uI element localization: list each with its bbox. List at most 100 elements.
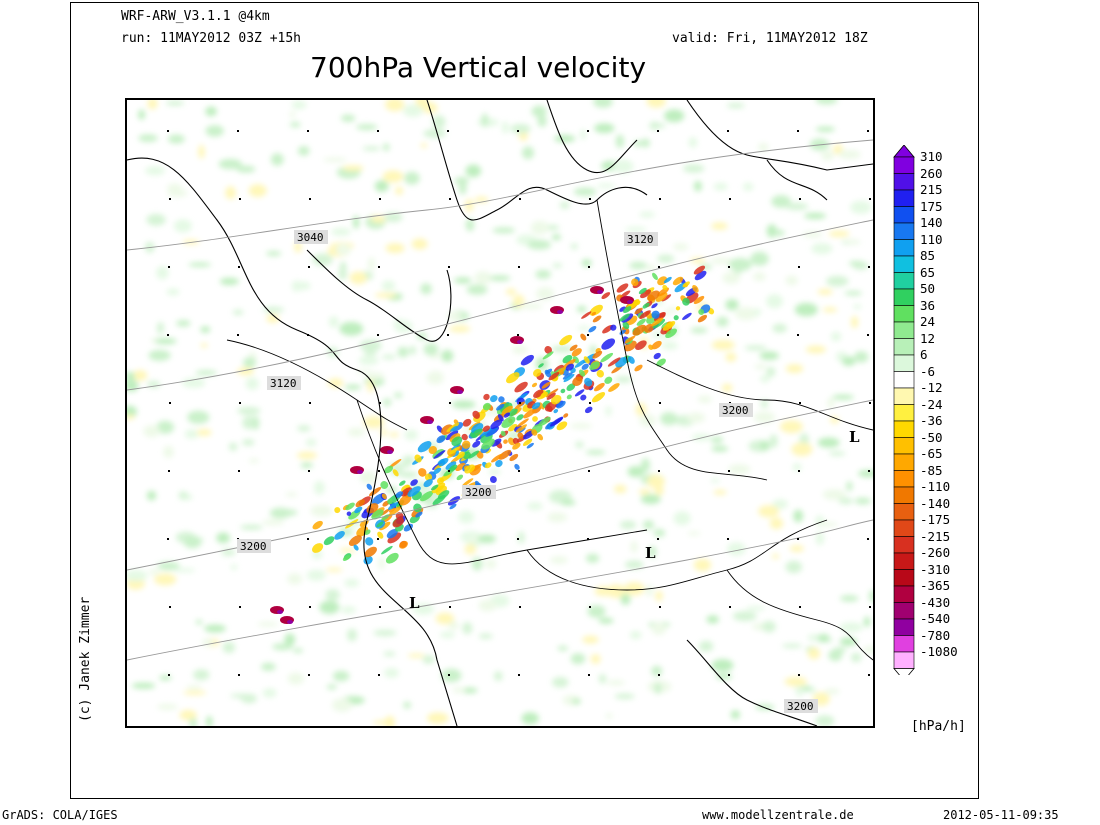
field-blob <box>840 595 859 602</box>
contour-label: 3200 <box>240 540 267 553</box>
field-blob <box>323 157 347 162</box>
band-cell <box>565 363 575 371</box>
band-cell <box>489 476 497 483</box>
field-blob <box>167 183 182 193</box>
band-cell <box>693 295 705 305</box>
band-cell <box>379 521 391 531</box>
colorbar-box <box>893 437 915 455</box>
field-blob <box>827 397 835 409</box>
band-cell <box>387 501 399 510</box>
band-cell <box>663 276 672 284</box>
field-blob <box>624 582 645 596</box>
field-blob <box>368 372 385 381</box>
field-blob <box>435 612 455 625</box>
strong-cell-core <box>627 300 633 304</box>
band-cell <box>556 366 567 374</box>
band-cell <box>556 421 568 431</box>
field-blob <box>452 687 466 693</box>
band-cell <box>364 546 377 558</box>
field-blob <box>374 180 389 192</box>
band-cell <box>682 312 692 320</box>
band-cell <box>619 329 626 335</box>
colorbar-level-label: -780 <box>920 627 951 643</box>
field-blob <box>287 573 303 585</box>
field-blob <box>629 630 642 640</box>
colorbar-box <box>893 321 915 339</box>
grid-dot <box>798 674 800 676</box>
field-blob <box>805 345 827 354</box>
band-cell <box>485 448 492 454</box>
field-blob <box>389 432 399 438</box>
field-blob <box>648 546 657 558</box>
field-blob <box>262 306 285 313</box>
band-cell <box>436 435 446 444</box>
band-cell <box>520 354 534 366</box>
colorbar-box <box>893 503 915 521</box>
band-cell <box>432 495 446 505</box>
colorbar-level-label: 12 <box>920 330 936 346</box>
field-blob <box>641 138 650 148</box>
band-cell <box>420 490 434 502</box>
band-cell <box>515 424 527 433</box>
field-blob <box>594 123 615 134</box>
grid-dot <box>657 538 659 540</box>
strong-cell-core <box>517 340 523 344</box>
field-blob <box>661 341 679 350</box>
band-cell <box>581 311 592 319</box>
field-blob <box>427 712 449 724</box>
contour-label-bg <box>237 539 271 553</box>
band-cell <box>461 433 468 441</box>
field-blob <box>178 491 188 499</box>
band-cell <box>563 359 576 369</box>
field-blob <box>510 123 531 134</box>
field-blob <box>412 603 435 615</box>
field-blob <box>441 349 454 362</box>
colorbar-level-label: -260 <box>920 545 951 560</box>
field-blob <box>784 677 808 687</box>
grid-dot <box>239 402 241 404</box>
field-blob <box>163 445 174 459</box>
field-blob <box>362 146 381 151</box>
field-blob <box>374 292 397 298</box>
grid-dot <box>798 470 800 472</box>
field-blob <box>517 531 525 544</box>
field-blob <box>573 187 597 196</box>
band-cell <box>531 429 538 436</box>
grid-dot <box>728 470 730 472</box>
band-cell <box>652 272 658 281</box>
field-blob <box>868 589 873 603</box>
colorbar-level-label: -12 <box>920 380 943 395</box>
band-cell <box>544 345 553 354</box>
field-blob <box>570 243 578 250</box>
band-cell <box>533 389 544 398</box>
field-blob <box>837 149 861 160</box>
band-cell <box>672 276 684 286</box>
grid-dot <box>449 198 451 200</box>
band-cell <box>591 392 606 403</box>
field-blob <box>157 562 180 571</box>
grid-dot <box>517 538 519 540</box>
colorbar-box <box>893 305 915 323</box>
field-blob <box>257 621 279 627</box>
grid-dot <box>309 198 311 200</box>
field-blob <box>655 590 663 602</box>
band-cell <box>647 290 660 302</box>
grid-dot <box>587 538 589 540</box>
field-blob <box>839 622 863 633</box>
field-blob <box>465 199 474 212</box>
field-blob <box>167 134 185 144</box>
band-cell <box>569 344 578 351</box>
band-cell <box>655 292 668 302</box>
field-blob <box>176 319 191 327</box>
field-blob <box>363 350 377 356</box>
country-borders <box>226 199 873 661</box>
colorbar-box <box>893 156 915 174</box>
field-blob <box>753 411 776 424</box>
field-blob <box>654 123 666 128</box>
band-cell <box>546 405 553 412</box>
grid-dot <box>308 674 310 676</box>
colorbar-box <box>893 453 915 471</box>
grid-dot <box>729 606 731 608</box>
field-blob <box>325 567 343 572</box>
field-blob <box>458 510 475 524</box>
